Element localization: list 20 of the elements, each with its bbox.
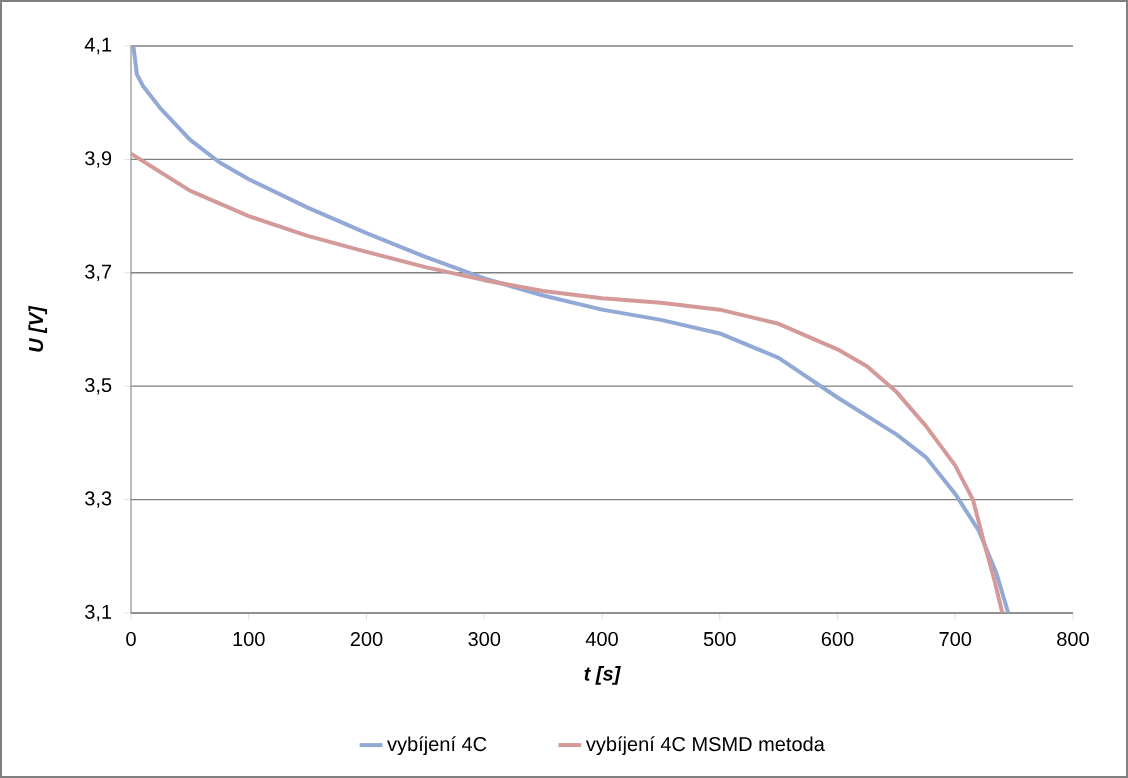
x-tick-label: 100 [233, 631, 265, 647]
x-tick-label: 500 [703, 631, 736, 647]
y-tick-label: 4,1 [84, 37, 112, 55]
x-tick-label: 700 [939, 631, 972, 647]
x-axis-title: t [s] [584, 666, 621, 685]
y-tick-label: 3,1 [85, 604, 112, 622]
x-tick-label: 200 [350, 631, 383, 647]
x-tick-label: 600 [821, 631, 854, 647]
y-tick-label: 3,7 [85, 264, 112, 282]
x-tick-label: 400 [585, 631, 618, 647]
x-tick-label: 800 [1057, 631, 1089, 647]
legend-label: vybíjení 4C [387, 736, 487, 756]
y-axis-title: U [V] [28, 305, 48, 352]
x-tick-label: 300 [468, 631, 501, 647]
y-tick-label: 3,3 [85, 491, 112, 508]
y-tick-label: 3,5 [85, 377, 112, 395]
y-tick-label: 3,9 [85, 151, 112, 168]
x-tick-label: 0 [126, 631, 136, 647]
legend-label: vybíjení 4C MSMD metoda [585, 736, 825, 756]
line-series [131, 151, 1005, 613]
